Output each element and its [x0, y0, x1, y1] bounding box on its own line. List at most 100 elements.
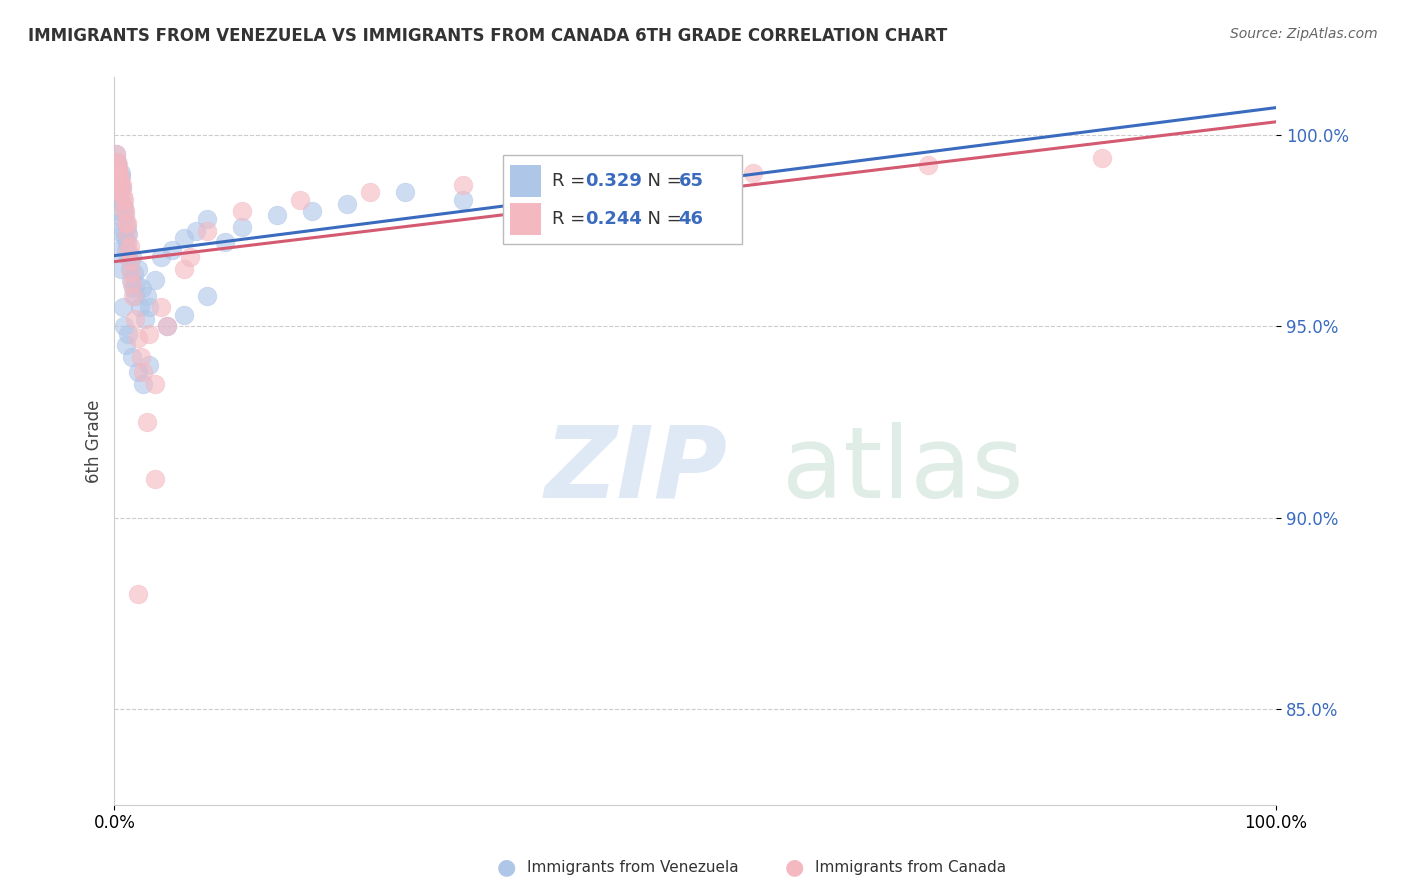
Point: [107, 166, 129, 180]
Point: [134, 311, 156, 326]
Text: Source: ZipAtlas.com: Source: ZipAtlas.com: [1230, 27, 1378, 41]
Point: [143, 273, 166, 287]
Point: [112, 201, 135, 215]
Point: [162, 243, 184, 257]
Text: N =: N =: [637, 211, 688, 228]
Point: [129, 300, 152, 314]
Point: [107, 223, 129, 237]
Point: [111, 196, 134, 211]
Point: [121, 350, 143, 364]
Point: [129, 350, 152, 364]
Point: [136, 415, 159, 429]
Point: [451, 193, 474, 207]
Point: [114, 231, 136, 245]
Point: [138, 326, 160, 341]
Point: [111, 189, 134, 203]
Point: [136, 288, 159, 302]
Point: [118, 254, 141, 268]
Point: [117, 250, 139, 264]
Point: [127, 587, 149, 601]
Text: ZIP: ZIP: [544, 422, 727, 518]
Point: [112, 319, 135, 334]
Point: [115, 235, 138, 249]
Point: [917, 159, 939, 173]
Point: [111, 178, 134, 192]
Point: [156, 319, 179, 334]
Point: [117, 243, 139, 257]
Text: 0.329: 0.329: [586, 172, 643, 190]
Point: [108, 178, 131, 192]
Point: [266, 208, 288, 222]
Point: [451, 178, 474, 192]
Point: [115, 219, 138, 234]
Point: [143, 376, 166, 391]
Point: [115, 227, 138, 242]
Point: [108, 243, 131, 257]
Point: [114, 204, 136, 219]
Point: [120, 273, 142, 287]
Point: [110, 193, 132, 207]
Point: [115, 243, 138, 257]
Text: 65: 65: [679, 172, 703, 190]
Point: [105, 154, 128, 169]
Point: [112, 212, 135, 227]
Point: [114, 208, 136, 222]
Point: [120, 266, 142, 280]
Point: [195, 288, 218, 302]
Point: [105, 147, 128, 161]
Point: [111, 300, 134, 314]
Point: [110, 186, 132, 200]
Text: IMMIGRANTS FROM VENEZUELA VS IMMIGRANTS FROM CANADA 6TH GRADE CORRELATION CHART: IMMIGRANTS FROM VENEZUELA VS IMMIGRANTS …: [28, 27, 948, 45]
Point: [121, 250, 143, 264]
Point: [336, 196, 359, 211]
Point: [110, 181, 132, 195]
Text: atlas: atlas: [782, 422, 1024, 518]
Point: [290, 193, 312, 207]
Point: [131, 281, 153, 295]
Point: [118, 261, 141, 276]
Point: [125, 277, 148, 292]
Point: [112, 193, 135, 207]
Point: [112, 201, 135, 215]
Point: [195, 212, 218, 227]
Point: [132, 376, 155, 391]
Point: [110, 174, 132, 188]
Point: [127, 331, 149, 345]
Point: [112, 223, 135, 237]
Point: [111, 181, 134, 195]
Point: [122, 288, 145, 302]
Y-axis label: 6th Grade: 6th Grade: [86, 400, 103, 483]
Text: R =: R =: [553, 211, 591, 228]
Point: [195, 223, 218, 237]
Text: 0.244: 0.244: [586, 211, 643, 228]
Point: [108, 169, 131, 184]
Text: 46: 46: [679, 211, 703, 228]
Point: [110, 166, 132, 180]
Point: [127, 261, 149, 276]
Point: [231, 219, 253, 234]
Point: [115, 216, 138, 230]
Point: [138, 300, 160, 314]
Point: [105, 162, 128, 177]
Point: [173, 261, 195, 276]
Point: [115, 338, 138, 352]
Point: [127, 365, 149, 379]
Point: [149, 250, 172, 264]
Point: [359, 186, 381, 200]
Point: [301, 204, 323, 219]
Point: [105, 204, 128, 219]
Point: [117, 227, 139, 242]
Point: [120, 239, 142, 253]
Point: [105, 154, 128, 169]
Point: [117, 326, 139, 341]
Point: [107, 162, 129, 177]
Point: [173, 308, 195, 322]
Point: [184, 223, 207, 237]
Point: [179, 250, 201, 264]
Point: [110, 169, 132, 184]
Point: [1091, 151, 1114, 165]
Point: [108, 166, 131, 180]
Point: [132, 365, 155, 379]
Point: [568, 169, 591, 184]
Text: ●: ●: [496, 857, 516, 877]
